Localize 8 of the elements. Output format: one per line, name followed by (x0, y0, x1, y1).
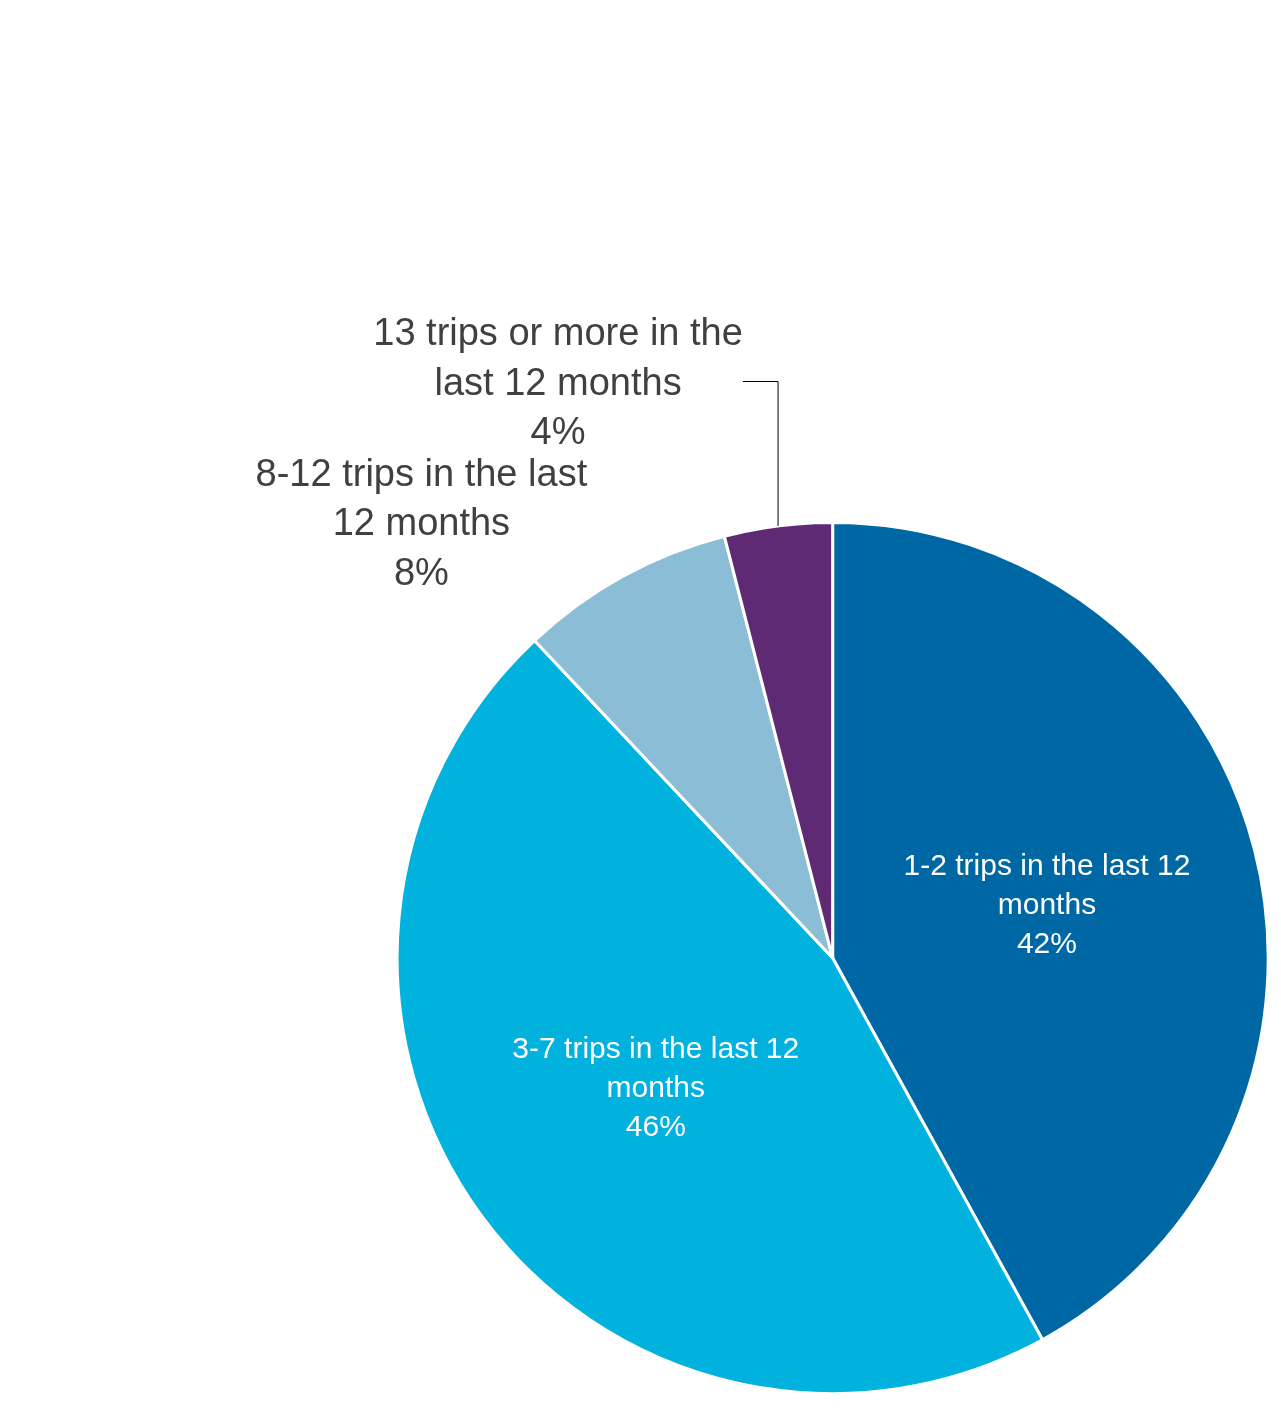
slice-label: 8-12 trips in the last 12 months (255, 451, 588, 544)
data-label: 46% (625, 1109, 686, 1143)
slice-label: 1-2 trips in the last 12 months (903, 847, 1191, 920)
data-label: 8% (393, 550, 449, 593)
slice-label: 3-7 trips in the last 12 months (512, 1031, 800, 1104)
slice-label: 13 trips or more in the last 12 months (373, 311, 743, 403)
data-label: 42% (1016, 925, 1077, 959)
data-label: 4% (530, 409, 586, 452)
